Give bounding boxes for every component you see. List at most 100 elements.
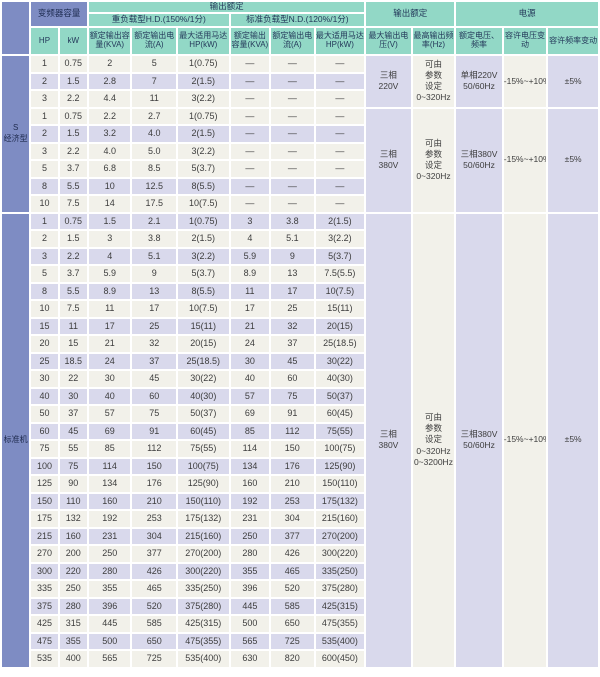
cell: 5.9 [230, 248, 270, 264]
table-row: 5 3.7 6.8 8.5 5(3.7) — — — [2, 161, 598, 177]
cell: 150(110) [315, 476, 365, 492]
cell: 2(1.5) [178, 231, 229, 247]
cell: 500 [230, 616, 270, 632]
cell: 25 [132, 318, 176, 334]
header-nd-group: 标准负载型N.D.(120%/1分) [230, 14, 365, 26]
header-nd-motor: 最大适用马达HP(kW) [315, 28, 365, 54]
table-row: 75 55 85 112 75(55) 114 150 100(75) [2, 441, 598, 457]
cell: 270(200) [315, 528, 365, 544]
cell: 465 [132, 581, 176, 597]
cell: 520 [132, 598, 176, 614]
cell: 5(3.7) [178, 266, 229, 282]
cell: 10 [31, 196, 58, 212]
cell: 175 [31, 511, 58, 527]
cell: 725 [271, 633, 314, 649]
cell: 192 [88, 511, 131, 527]
cell: 5 [132, 56, 176, 72]
cell: 2(1.5) [178, 126, 229, 142]
cell: 69 [88, 423, 131, 439]
cell: 176 [271, 458, 314, 474]
merged-frequency-tolerance: ±5% [548, 56, 598, 107]
cell: 13 [132, 283, 176, 299]
cell: 5(3.7) [315, 248, 365, 264]
cell: — [230, 126, 270, 142]
cell: 45 [59, 423, 87, 439]
cell: 7 [132, 73, 176, 89]
cell: 3 [230, 213, 270, 229]
cell: 17 [230, 301, 270, 317]
table-row: 535 400 565 725 535(400) 630 820 600(450) [2, 651, 598, 667]
merged-max-frequency: 可由 参数 设定 0~320Hz [412, 56, 455, 107]
cell: 0.75 [59, 56, 87, 72]
cell: 91 [271, 406, 314, 422]
table-row: 8 5.5 8.9 13 8(5.5) 11 17 10(7.5) [2, 283, 598, 299]
cell: 24 [230, 336, 270, 352]
cell: 396 [230, 581, 270, 597]
header-row-load-types: 重负载型H.D.(150%/1分) 标准负载型N.D.(120%/1分) [2, 14, 598, 26]
cell: 13 [271, 266, 314, 282]
cell: 20(15) [178, 336, 229, 352]
cell: 215 [31, 528, 58, 544]
cell: — [271, 143, 314, 159]
cell: 1.5 [59, 231, 87, 247]
cell: 2.2 [59, 91, 87, 107]
cell: 475 [31, 633, 58, 649]
cell: 2 [88, 56, 131, 72]
cell: 1.5 [59, 73, 87, 89]
cell: 150 [271, 441, 314, 457]
cell: 12.5 [132, 178, 176, 194]
cell: 375 [31, 598, 58, 614]
table-row: 3 2.2 4.0 5.0 3(2.2) — — — [2, 143, 598, 159]
header-capacity-group: 变频器容量 [31, 2, 87, 26]
cell: 37 [132, 353, 176, 369]
header-hd-kva: 额定输出容量(KVA) [88, 28, 131, 54]
cell: 425(315) [315, 598, 365, 614]
cell: 21 [230, 318, 270, 334]
cell: 40 [88, 388, 131, 404]
cell: 4.0 [88, 143, 131, 159]
cell: 630 [230, 651, 270, 667]
cell: 400 [59, 651, 87, 667]
cell: 8.5 [132, 161, 176, 177]
cell: 5.5 [59, 178, 87, 194]
table-row: 3 2.2 4.4 11 3(2.2) — — — [2, 91, 598, 107]
cell: 355 [88, 581, 131, 597]
cell: 3(2.2) [178, 143, 229, 159]
table-row: 30 22 30 45 30(22) 40 60 40(30) [2, 371, 598, 387]
cell: 4.0 [132, 126, 176, 142]
table-row: 50 37 57 75 50(37) 69 91 60(45) [2, 406, 598, 422]
table-row: 475 355 500 650 475(355) 565 725 535(400) [2, 633, 598, 649]
cell: — [315, 196, 365, 212]
cell: 1 [31, 108, 58, 124]
cell: 565 [230, 633, 270, 649]
table-row: 15 11 17 25 15(11) 21 32 20(15) [2, 318, 598, 334]
cell: 50 [31, 406, 58, 422]
header-nd-kva: 额定输出容量(KVA) [230, 28, 270, 54]
cell: 585 [271, 598, 314, 614]
table-row: 40 30 40 60 40(30) 57 75 50(37) [2, 388, 598, 404]
cell: 300(220) [178, 563, 229, 579]
merged-rated-voltage-frequency: 三相380V 50/60Hz [456, 213, 502, 667]
cell: 60 [31, 423, 58, 439]
cell: 3.2 [88, 126, 131, 142]
cell: 25 [31, 353, 58, 369]
merged-frequency-tolerance: ±5% [548, 213, 598, 667]
cell: 30 [230, 353, 270, 369]
cell: 5 [31, 266, 58, 282]
cell: 280 [59, 598, 87, 614]
cell: 90 [59, 476, 87, 492]
header-voltage-tolerance: 容许电压变动 [503, 28, 547, 54]
cell: 20(15) [315, 318, 365, 334]
cell: — [271, 91, 314, 107]
merged-voltage-tolerance: -15%~+10% [503, 56, 547, 107]
cell: 3 [31, 91, 58, 107]
header-power-group: 电源 [456, 2, 598, 26]
cell: 18.5 [59, 353, 87, 369]
cell: 2 [31, 73, 58, 89]
cell: 15 [59, 336, 87, 352]
cell: 8 [31, 178, 58, 194]
header-freq-tolerance: 容许频率变动 [548, 28, 598, 54]
cell: 6.8 [88, 161, 131, 177]
merged-frequency-tolerance: ±5% [548, 108, 598, 212]
cell: 134 [230, 458, 270, 474]
